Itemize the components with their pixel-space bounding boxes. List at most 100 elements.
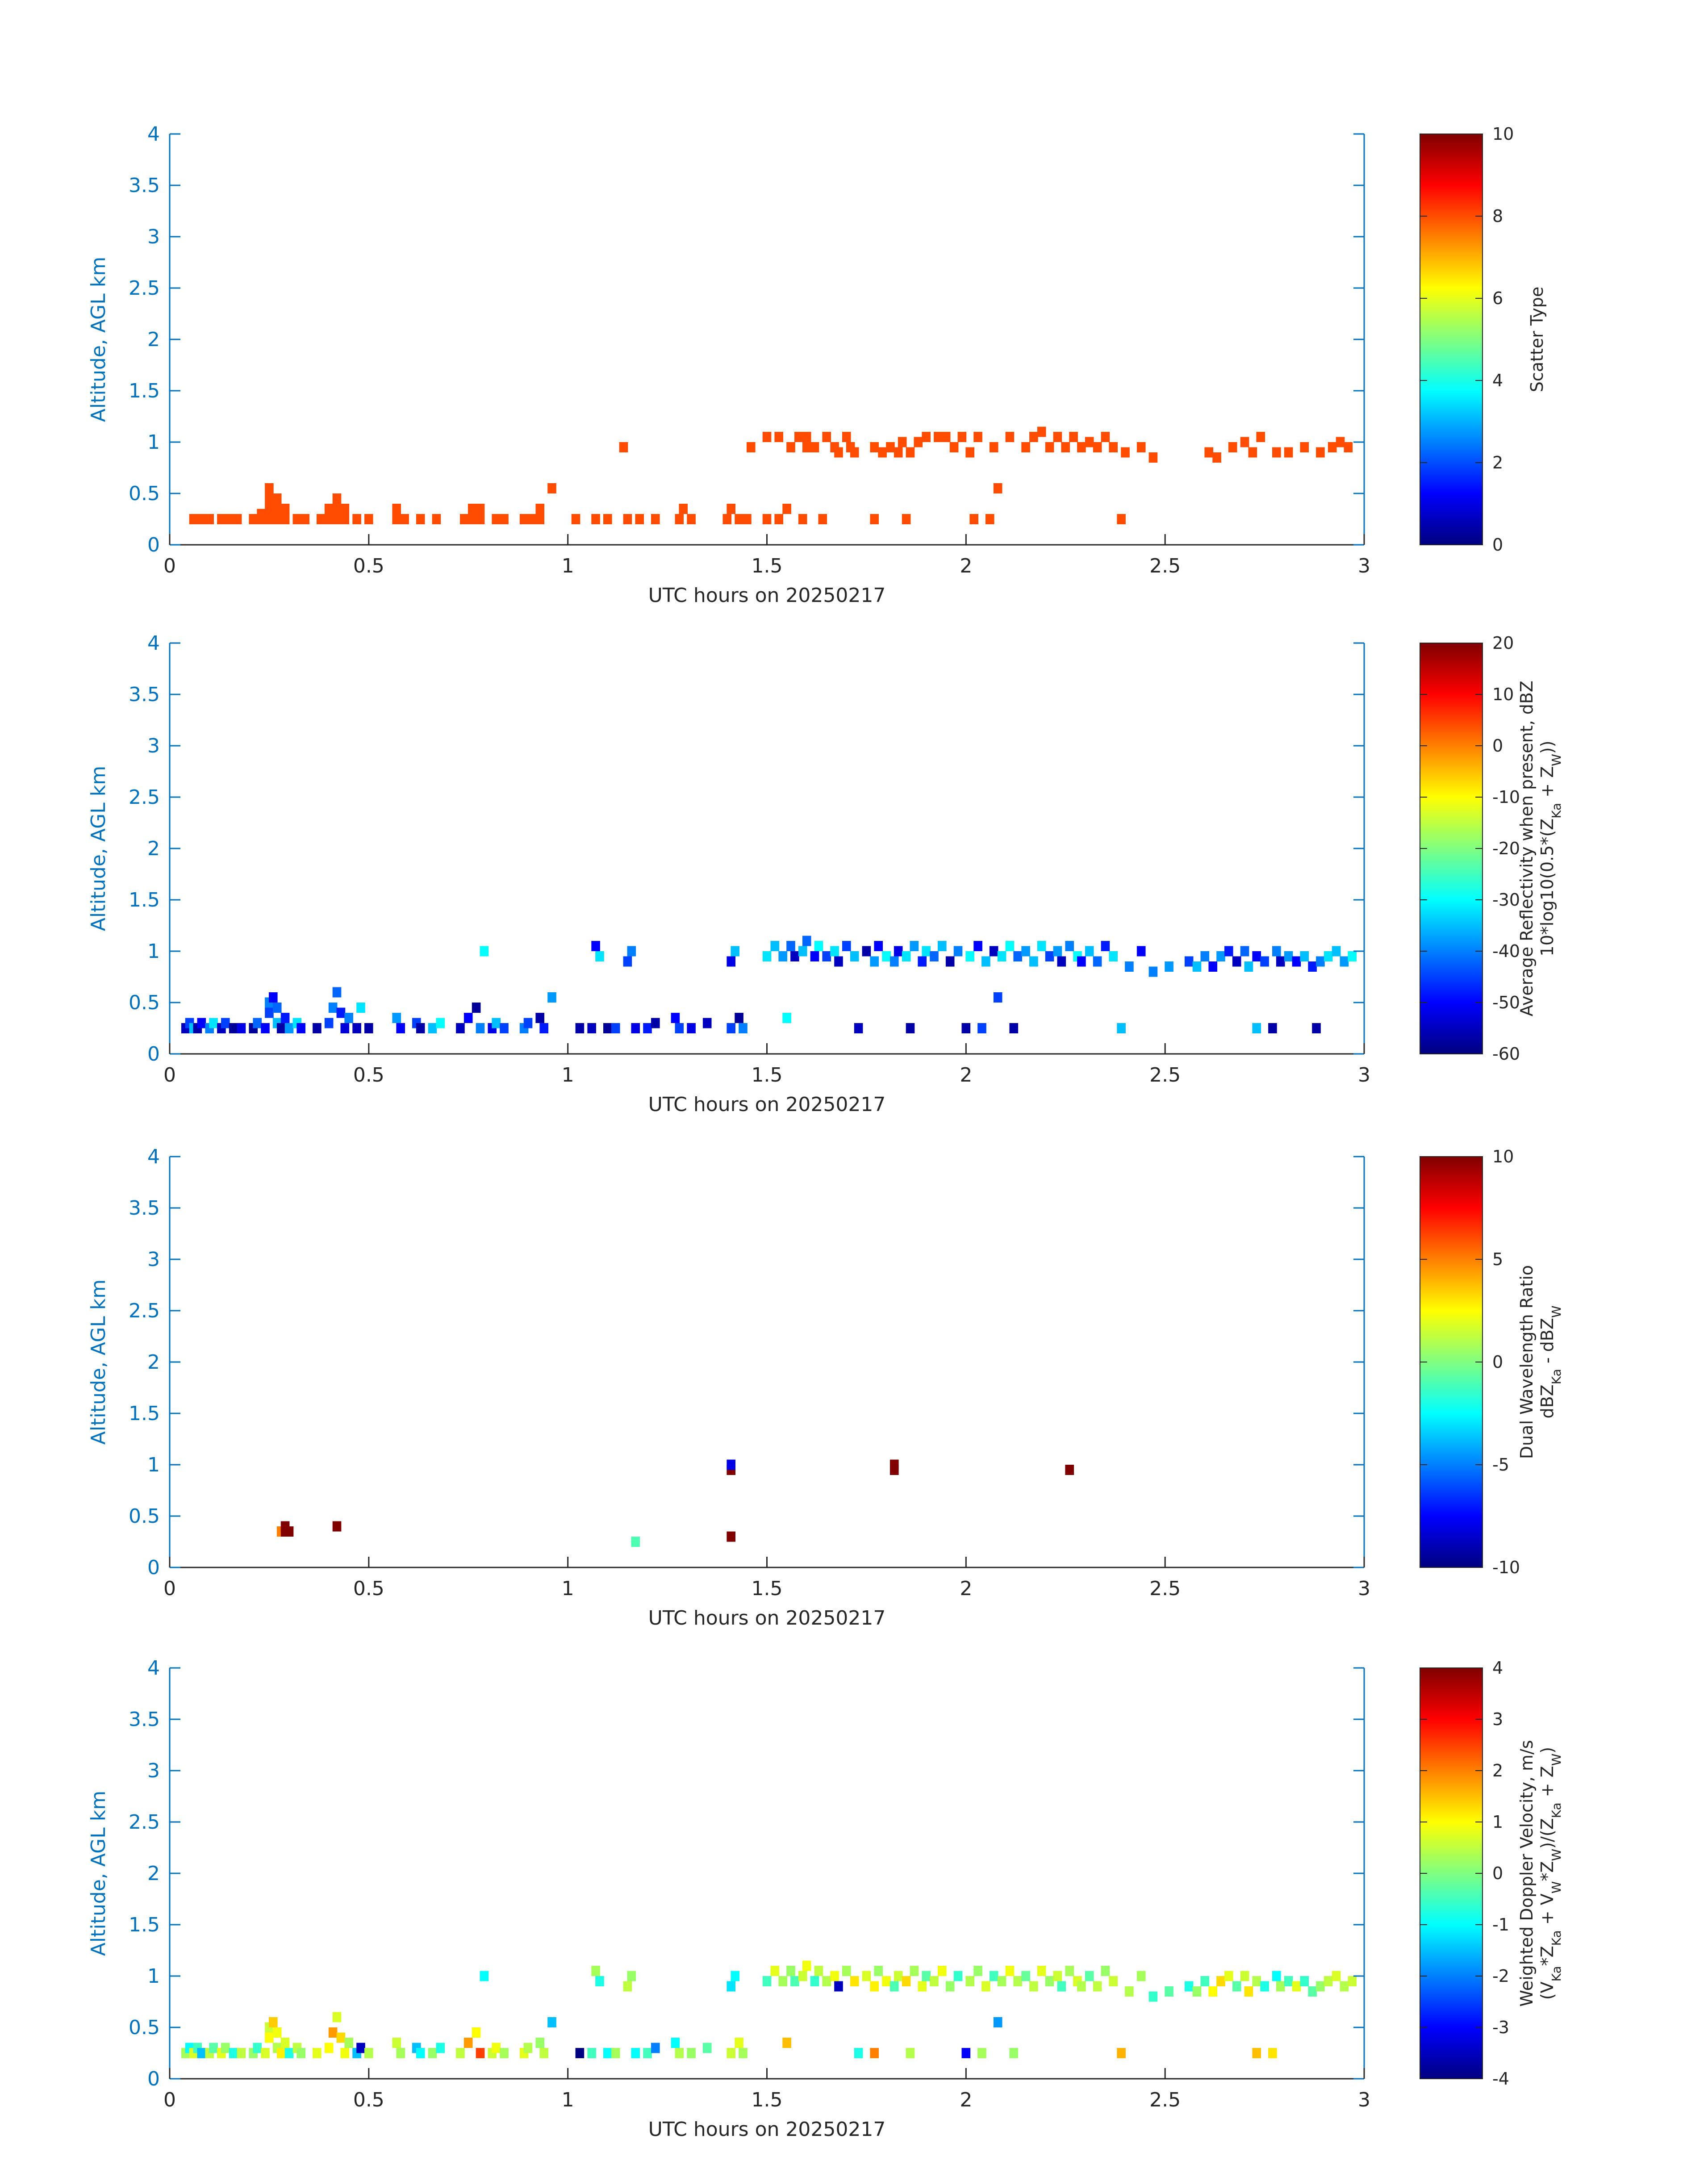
y-tick-label: 0.5: [129, 1505, 160, 1528]
heatmap-cell: [922, 1971, 931, 1981]
heatmap-cell: [1109, 951, 1118, 961]
heatmap-cell: [1045, 442, 1054, 452]
heatmap-cell: [671, 1013, 680, 1023]
heatmap-cell: [1300, 951, 1309, 961]
x-tick-label: 1: [562, 1064, 574, 1086]
y-tick-label: 1: [147, 940, 160, 963]
heatmap-cell: [850, 1976, 859, 1986]
heatmap-cell: [1244, 961, 1253, 972]
panel-4: 0 0.5 1 1.5 2 2.5 3 3.5 4 0 0.5 1 1.5 2 2.5 3 UTC hours …: [87, 1657, 1564, 2141]
heatmap-cell: [1029, 956, 1038, 967]
colorbar-label: Weighted Doppler Velocity, m/s: [1517, 1740, 1537, 2006]
colorbar-gradient: [1420, 1667, 1483, 2079]
y-tick-label: 3: [147, 226, 160, 248]
colorbar: -4 -3 -2 -1 0 1 2 3 4 Weighted Doppler Velocity, …: [1420, 1658, 1564, 2089]
heatmap-cell: [902, 951, 911, 961]
heatmap-cell: [587, 2048, 596, 2058]
x-axis-label: UTC hours on 20250217: [648, 1607, 886, 1630]
heatmap-cell: [878, 447, 887, 458]
heatmap-cell: [476, 504, 485, 514]
heatmap-cell: [1332, 1971, 1341, 1981]
heatmap-cell: [1216, 951, 1225, 961]
heatmap-cell: [324, 514, 334, 524]
heatmap-cell: [324, 1018, 334, 1028]
heatmap-cell: [344, 1013, 353, 1023]
heatmap-cell: [687, 1023, 696, 1033]
heatmap-cell: [284, 1526, 294, 1537]
colorbar-tick-label: -20: [1492, 839, 1520, 858]
heatmap-cell: [396, 1023, 405, 1033]
colorbar-tick-label: -5: [1492, 1455, 1509, 1475]
colorbar-tick-label: 0: [1492, 736, 1503, 756]
heatmap-cell: [938, 1966, 947, 1976]
heatmap-cell: [1093, 442, 1102, 452]
heatmap-cell: [882, 1976, 891, 1986]
heatmap-cell: [1340, 956, 1349, 967]
heatmap-cell: [794, 432, 803, 442]
heatmap-cell: [364, 1023, 373, 1033]
heatmap-cell: [830, 946, 839, 957]
heatmap-cell: [257, 509, 266, 519]
heatmap-cell: [272, 493, 282, 504]
heatmap-cell: [1121, 447, 1130, 458]
heatmap-cell: [1057, 956, 1066, 967]
colorbar-label: 10*log10(0.5*(ZKa​ + ZW​)): [1537, 740, 1564, 956]
heatmap-cell: [1101, 941, 1110, 951]
heatmap-cell: [790, 1976, 799, 1986]
heatmap-cell: [989, 1971, 998, 1981]
heatmap-cell: [1109, 1976, 1118, 1986]
colorbar-tick-label: -50: [1492, 993, 1520, 1012]
heatmap-cell: [1256, 432, 1265, 442]
heatmap-cell: [1192, 961, 1202, 972]
heatmap-cell: [941, 432, 951, 442]
heatmap-cell: [296, 2048, 305, 2058]
heatmap-cells: [276, 1459, 1074, 1547]
heatmap-cell: [249, 514, 258, 524]
heatmap-cell: [882, 951, 891, 961]
colorbar-tick-label: 3: [1492, 1709, 1503, 1729]
heatmap-cell: [476, 2048, 485, 2058]
heatmap-cells: [189, 426, 1353, 524]
heatmap-cell: [1093, 1981, 1102, 1992]
colorbar-label: (VKa​*ZKa​ + VW​*ZW​)/(ZKa​ + ZW​): [1537, 1747, 1564, 2000]
heatmap-cell: [1101, 1966, 1110, 1976]
heatmap-cell: [284, 2048, 294, 2058]
heatmap-cell: [778, 1976, 787, 1986]
heatmap-cell: [416, 2048, 425, 2058]
heatmap-cell: [472, 2027, 481, 2038]
colorbar-tick-label: -60: [1492, 1044, 1520, 1064]
colorbar-tick-label: -4: [1492, 2069, 1509, 2089]
heatmap-cell: [253, 2043, 262, 2053]
y-tick-label: 2.5: [129, 786, 160, 809]
heatmap-cell: [1005, 1966, 1015, 1976]
heatmap-cell: [1292, 1981, 1301, 1992]
heatmap-cell: [1292, 956, 1301, 967]
heatmap-cell: [527, 514, 537, 524]
x-tick-label: 2.5: [1149, 555, 1181, 577]
heatmap-cell: [468, 514, 477, 524]
heatmap-cell: [1136, 1971, 1146, 1981]
heatmap-cell: [269, 2017, 278, 2027]
heatmap-cell: [261, 2048, 270, 2058]
colorbar-gradient: [1420, 134, 1483, 545]
heatmap-cell: [352, 514, 361, 524]
heatmap-cell: [1284, 1976, 1293, 1986]
y-tick-label: 3.5: [129, 683, 160, 706]
heatmap-cell: [874, 1966, 883, 1976]
heatmap-cell: [1208, 961, 1217, 972]
heatmap-cell: [894, 946, 903, 957]
y-tick-label: 4: [147, 632, 160, 655]
heatmap-cell: [595, 1976, 604, 1986]
heatmap-cell: [500, 2048, 509, 2058]
heatmap-cell: [961, 1023, 971, 1033]
heatmap-cell: [934, 432, 943, 442]
heatmap-cell: [523, 1018, 533, 1028]
heatmap-cell: [1348, 951, 1357, 961]
heatmap-cell: [774, 432, 783, 442]
heatmap-cell: [500, 1023, 509, 1033]
heatmap-cell: [535, 1013, 544, 1023]
heatmap-cell: [1045, 1976, 1054, 1986]
heatmap-cell: [1192, 1986, 1202, 1997]
heatmap-cell: [1208, 1986, 1217, 1997]
heatmap-cell: [627, 946, 636, 957]
